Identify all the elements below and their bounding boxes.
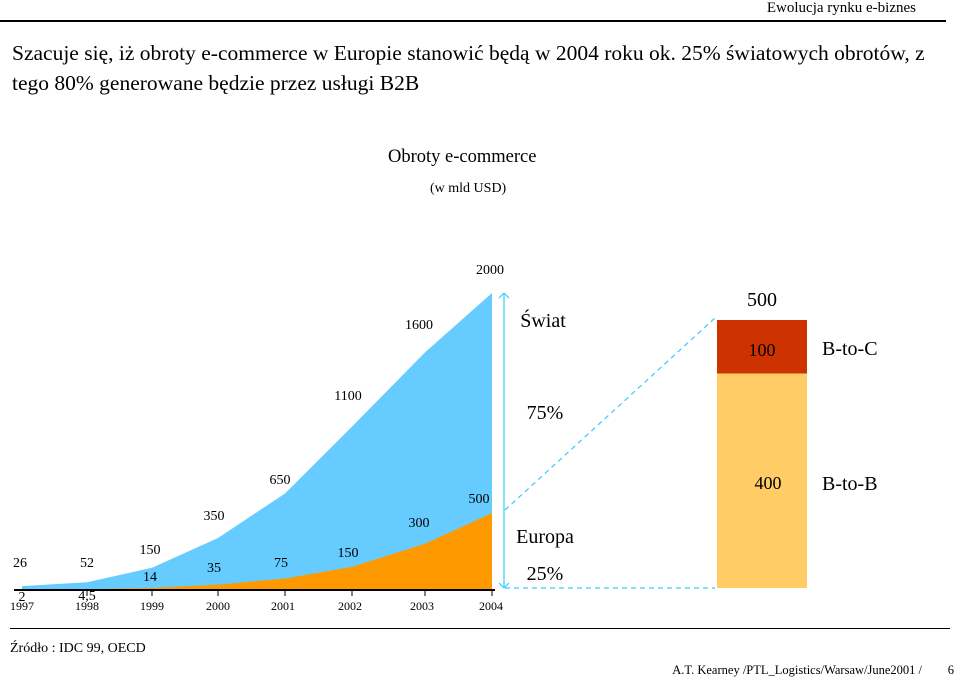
x-tick-label: 2004 [479, 599, 503, 613]
europe-area [22, 513, 492, 590]
header-rule [0, 20, 946, 22]
btob-bar-segment [717, 373, 807, 588]
x-tick-label: 2003 [410, 599, 434, 613]
page-number: 6 [947, 663, 954, 677]
europe-value-label: 150 [338, 546, 359, 561]
world-value-label: 2000 [476, 263, 504, 278]
chart-subtitle: (w mld USD) [430, 181, 507, 196]
span-tick [503, 292, 510, 299]
footer-text: A.T. Kearney /PTL_Logistics/Warsaw/June2… [672, 663, 922, 677]
world-value-label: 1100 [334, 389, 361, 404]
btob-value-label: 400 [755, 473, 782, 493]
x-tick-label: 2001 [271, 599, 295, 613]
world-value-label: 1600 [405, 318, 433, 333]
btoc-category-label: B-to-C [822, 338, 878, 360]
connector-line [504, 317, 716, 511]
x-tick-label: 2000 [206, 599, 230, 613]
europe-share-label: 25% [527, 563, 564, 585]
world-value-label: 150 [140, 543, 161, 558]
footer-line [10, 628, 950, 629]
header-title: Ewolucja rynku e-biznes [766, 0, 916, 16]
x-tick-label: 1998 [75, 599, 99, 613]
world-value-label: 650 [270, 473, 291, 488]
world-value-label: 26 [13, 556, 27, 571]
europe-value-label: 2 [19, 590, 26, 605]
europe-value-label: 14 [143, 570, 157, 585]
world-area [22, 293, 492, 590]
span-tick [498, 582, 505, 589]
europe-value-label: 35 [207, 561, 221, 576]
x-tick-label: 2002 [338, 599, 362, 613]
btoc-value-label: 100 [749, 340, 776, 360]
x-tick-label: 1997 [10, 599, 34, 613]
source-note: Źródło : IDC 99, OECD [10, 641, 146, 656]
btob-category-label: B-to-B [822, 473, 878, 495]
span-tick [503, 582, 510, 589]
europe-value-label: 300 [409, 516, 430, 531]
world-value-label: 350 [204, 509, 225, 524]
span-tick [498, 292, 505, 299]
europe-value-label: 500 [469, 492, 490, 507]
btoc-bar-segment [717, 320, 807, 374]
europe-value-label: 75 [274, 556, 288, 571]
europe-value-label: 4,5 [78, 589, 96, 604]
world-share-label: 75% [527, 402, 564, 424]
world-value-label: 52 [80, 556, 94, 571]
chart-title: Obroty e-commerce [388, 147, 537, 167]
slide-heading: Szacuje się, iż obroty e-commerce w Euro… [12, 41, 925, 95]
europe-label: Europa [516, 526, 574, 548]
world-label: Świat [520, 308, 566, 332]
x-tick-label: 1999 [140, 599, 164, 613]
bar-total-label: 500 [747, 289, 777, 311]
